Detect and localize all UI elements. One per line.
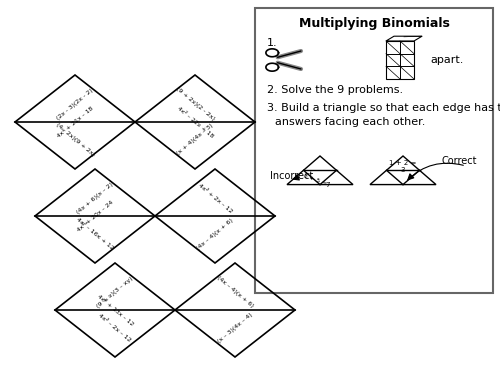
- Text: 3: 3: [401, 166, 405, 172]
- Text: Multiplying Binomials: Multiplying Binomials: [298, 18, 450, 30]
- Bar: [255, 8, 493, 293]
- Text: 7: 7: [326, 182, 330, 188]
- Text: answers facing each other.: answers facing each other.: [275, 117, 426, 127]
- Text: (x + 4)(4x – 3): (x + 4)(4x – 3): [176, 123, 214, 156]
- Text: (9 + 2x)(2 - 2x): (9 + 2x)(2 - 2x): [174, 87, 216, 122]
- Text: (4 - 2x)(9 + 2x): (4 - 2x)(9 + 2x): [54, 122, 96, 158]
- Text: (4x + 6)(x – 2): (4x + 6)(x – 2): [76, 182, 114, 215]
- Text: 4x² – 16x + 12: 4x² – 16x + 12: [76, 217, 114, 251]
- Text: Correct: Correct: [441, 156, 476, 166]
- Text: 2. Solve the 9 problems.: 2. Solve the 9 problems.: [267, 85, 403, 95]
- Text: Incorrect: Incorrect: [270, 171, 313, 181]
- Text: 4x² – 22x + 18: 4x² – 22x + 18: [176, 105, 214, 138]
- Text: 4x² – 2x – 12: 4x² – 2x – 12: [98, 313, 132, 343]
- Text: (9 + x)(3 – xy): (9 + x)(3 – xy): [96, 276, 134, 309]
- Text: 4x² + 2x – 12: 4x² + 2x – 12: [197, 183, 233, 214]
- Text: (x – 3)(4x – 4): (x – 3)(4x – 4): [216, 312, 254, 344]
- Text: (4x – 4)(x + 6): (4x – 4)(x + 6): [196, 217, 234, 250]
- Text: 4x² + 20x – 24: 4x² + 20x – 24: [76, 200, 114, 232]
- Text: 1 + 2 =: 1 + 2 =: [390, 159, 416, 165]
- Text: (2x - 3)(2x - 2): (2x - 3)(2x - 2): [56, 87, 94, 121]
- Bar: [386, 41, 414, 79]
- Text: (4x – 4)(x + 6): (4x – 4)(x + 6): [216, 276, 254, 309]
- Text: apart.: apart.: [430, 55, 464, 65]
- Text: 3 + 5 =: 3 + 5 =: [302, 173, 328, 186]
- Text: 4x² + 21x – 18: 4x² + 21x – 18: [56, 105, 94, 138]
- Text: 3. Build a triangle so that each edge has the same: 3. Build a triangle so that each edge ha…: [267, 103, 500, 113]
- Text: 1.: 1.: [267, 38, 278, 48]
- Text: 4x² + 13x – 12: 4x² + 13x – 12: [96, 294, 134, 327]
